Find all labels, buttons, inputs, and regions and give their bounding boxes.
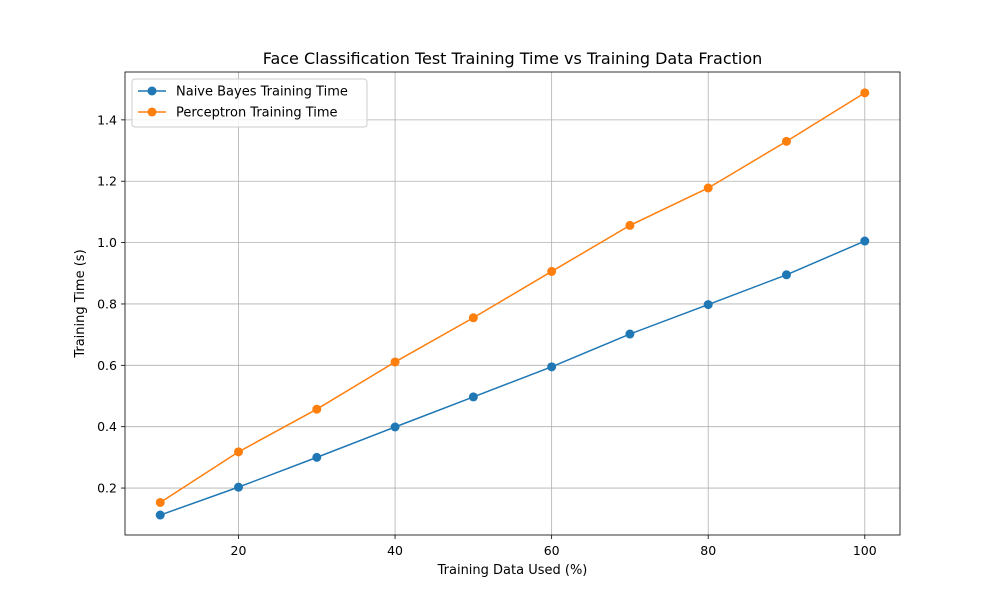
data-point [781, 136, 791, 146]
data-point [860, 236, 870, 246]
x-tick-label: 40 [387, 543, 403, 558]
legend-marker-perceptron [147, 107, 157, 117]
data-point [703, 183, 713, 193]
data-point [625, 329, 635, 339]
y-tick-label: 1.4 [97, 112, 117, 127]
data-point [390, 422, 400, 432]
legend-box [131, 78, 368, 128]
x-tick-label: 20 [231, 543, 247, 558]
data-point [234, 482, 244, 492]
data-series [155, 88, 870, 520]
y-tick-label: 1.0 [97, 235, 117, 250]
legend-item-perceptron: Perceptron Training Time [138, 106, 338, 121]
legend-label-perceptron: Perceptron Training Time [176, 106, 338, 121]
y-tick-label: 1.2 [97, 174, 117, 189]
data-point [390, 357, 400, 367]
data-point [468, 392, 478, 402]
x-axis-ticks: 20 40 60 80 100 [231, 535, 877, 558]
y-axis-ticks: 0.2 0.4 0.6 0.8 1.0 1.2 1.4 [97, 112, 125, 496]
data-point [860, 88, 870, 98]
series-perceptron [155, 88, 870, 507]
data-point [547, 362, 557, 372]
x-tick-label: 60 [544, 543, 560, 558]
data-point [703, 300, 713, 310]
chart-title: Face Classification Test Training Time v… [263, 49, 763, 68]
data-point [781, 270, 791, 280]
y-tick-label: 0.6 [97, 358, 117, 373]
x-axis-label: Training Data Used (%) [437, 563, 588, 578]
series-line [159, 240, 866, 516]
data-point [155, 497, 165, 507]
data-point [234, 447, 244, 457]
grid-lines [125, 72, 900, 535]
data-point [468, 313, 478, 323]
y-tick-label: 0.2 [97, 481, 117, 496]
legend-label-naive-bayes: Naive Bayes Training Time [176, 85, 348, 100]
x-tick-label: 100 [853, 543, 877, 558]
plot-area-frame [124, 71, 901, 536]
series-naive-bayes [155, 236, 870, 520]
data-point [547, 266, 557, 276]
data-point [312, 404, 322, 414]
legend: Naive Bayes Training Time Perceptron Tra… [131, 78, 368, 128]
data-point [155, 510, 165, 520]
series-line [159, 92, 866, 504]
y-tick-label: 0.8 [97, 296, 117, 311]
y-tick-label: 0.4 [97, 419, 117, 434]
legend-item-naive-bayes: Naive Bayes Training Time [138, 85, 348, 100]
legend-marker-naive-bayes [147, 86, 157, 96]
y-axis-label: Training Time (s) [73, 249, 88, 358]
data-point [625, 220, 635, 230]
x-tick-label: 80 [700, 543, 716, 558]
data-point [312, 452, 322, 462]
